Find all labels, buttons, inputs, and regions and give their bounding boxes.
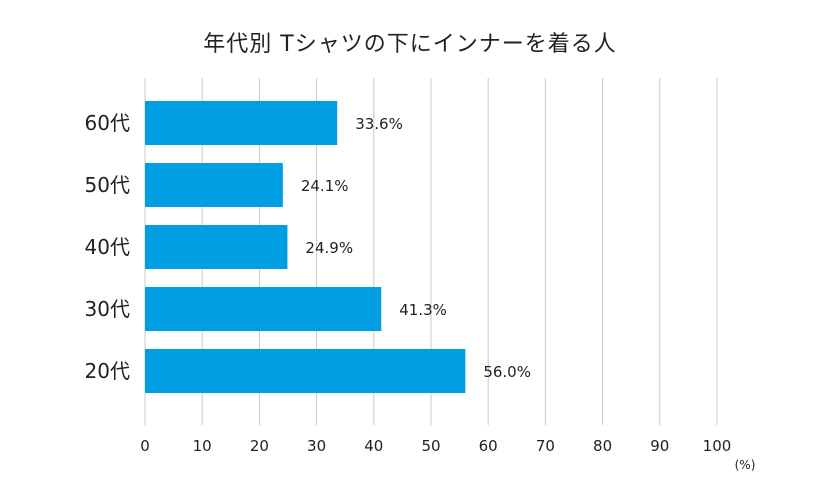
chart-title: 年代別 Tシャツの下にインナーを着る人 xyxy=(203,32,617,57)
data-label: 41.3% xyxy=(399,301,447,319)
data-label: 33.6% xyxy=(355,115,403,133)
data-label: 24.1% xyxy=(301,177,349,195)
data-label: 56.0% xyxy=(483,363,531,381)
x-tick-label: 80 xyxy=(593,437,612,455)
x-tick-label: 70 xyxy=(536,437,555,455)
x-unit-label: (%) xyxy=(735,458,756,472)
x-tick-label: 100 xyxy=(703,437,732,455)
x-tick-label: 90 xyxy=(650,437,669,455)
x-tick-label: 60 xyxy=(479,437,498,455)
x-tick-label: 30 xyxy=(307,437,326,455)
category-label: 40代 xyxy=(85,235,130,259)
x-tick-label: 20 xyxy=(250,437,269,455)
x-tick-label: 40 xyxy=(364,437,383,455)
bar-20代 xyxy=(145,349,466,393)
category-label: 20代 xyxy=(85,359,130,383)
category-label: 50代 xyxy=(85,173,130,197)
x-tick-label: 50 xyxy=(421,437,440,455)
bar-60代 xyxy=(145,101,338,145)
category-label: 30代 xyxy=(85,297,130,321)
category-label: 60代 xyxy=(85,111,130,135)
bar-40代 xyxy=(145,225,288,269)
x-tick-label: 10 xyxy=(193,437,212,455)
x-tick-label: 0 xyxy=(140,437,150,455)
data-label: 24.9% xyxy=(305,239,353,257)
bar-50代 xyxy=(145,163,283,207)
bar-30代 xyxy=(145,287,382,331)
